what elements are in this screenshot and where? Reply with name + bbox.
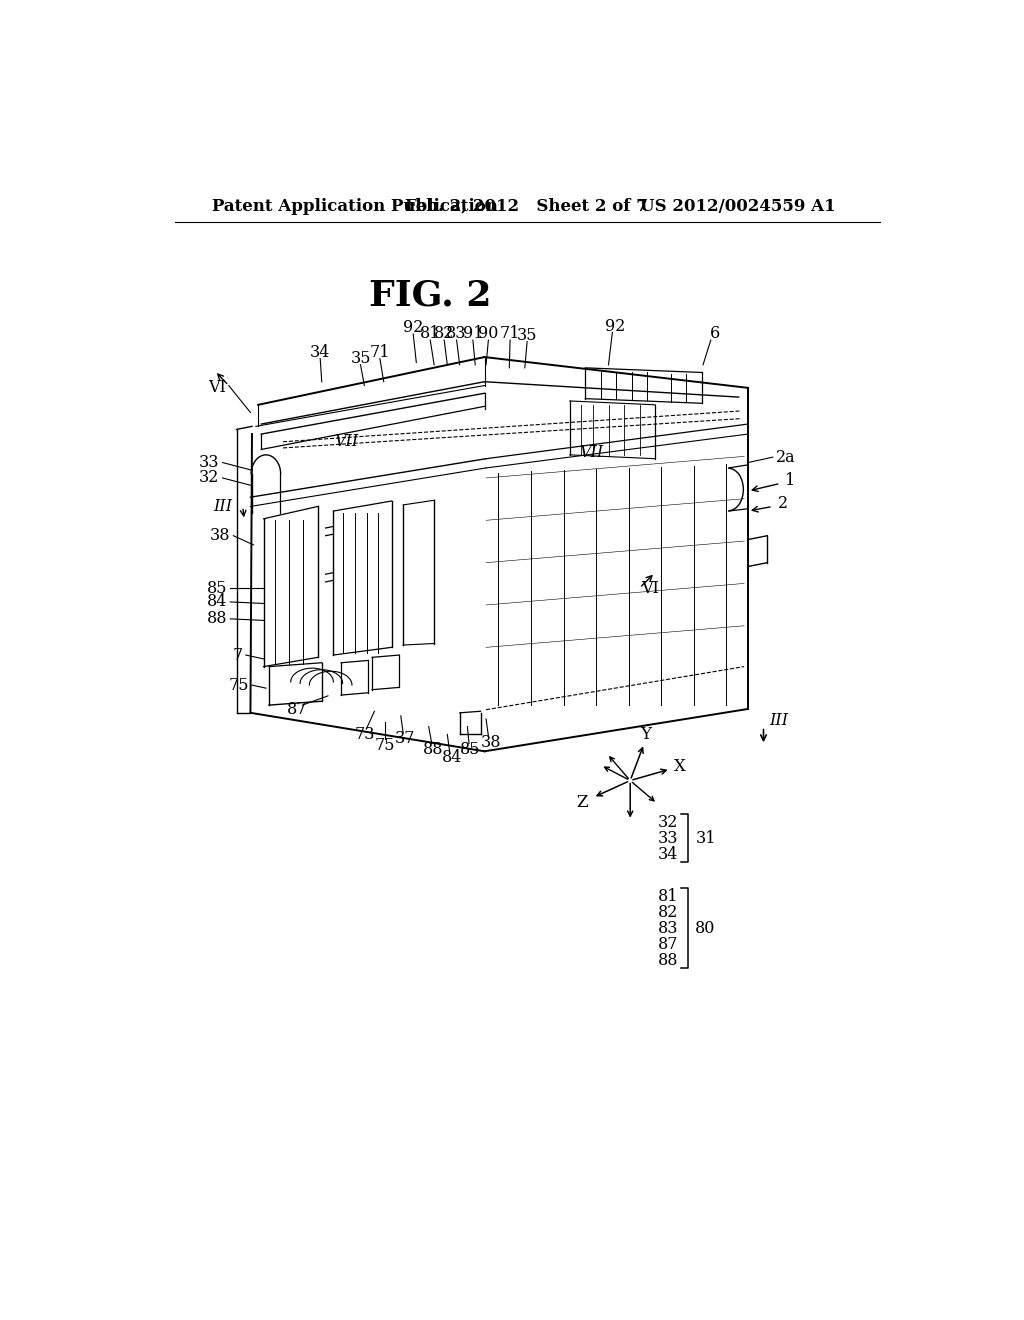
Text: 81: 81: [420, 326, 440, 342]
Text: 81: 81: [657, 887, 678, 904]
Text: 35: 35: [350, 350, 371, 367]
Text: 84: 84: [441, 748, 462, 766]
Text: 32: 32: [657, 813, 678, 830]
Text: 83: 83: [446, 326, 467, 342]
Text: 34: 34: [657, 846, 678, 863]
Text: VI: VI: [209, 379, 226, 396]
Text: 88: 88: [423, 742, 443, 758]
Text: 2a: 2a: [776, 449, 796, 466]
Text: 34: 34: [310, 345, 331, 360]
Text: 31: 31: [695, 830, 716, 847]
Text: 32: 32: [199, 470, 219, 487]
Text: 80: 80: [695, 920, 716, 937]
Text: Patent Application Publication: Patent Application Publication: [212, 198, 498, 215]
Text: X: X: [674, 758, 686, 775]
Text: 82: 82: [657, 904, 678, 921]
Text: 87: 87: [657, 936, 678, 953]
Text: 37: 37: [395, 730, 416, 747]
Text: 88: 88: [207, 610, 227, 627]
Text: US 2012/0024559 A1: US 2012/0024559 A1: [640, 198, 836, 215]
Text: Z: Z: [577, 793, 588, 810]
Text: 75: 75: [228, 677, 249, 693]
Text: 33: 33: [657, 830, 678, 847]
Text: VII: VII: [335, 433, 358, 450]
Text: 92: 92: [403, 319, 423, 337]
Text: 91: 91: [463, 326, 483, 342]
Text: 73: 73: [354, 726, 375, 743]
Text: 33: 33: [199, 454, 219, 471]
Text: 35: 35: [517, 327, 538, 345]
Text: 38: 38: [210, 527, 230, 544]
Text: 88: 88: [657, 952, 678, 969]
Text: 87: 87: [287, 701, 307, 718]
Text: III: III: [770, 711, 788, 729]
Text: 90: 90: [478, 326, 499, 342]
Text: VI: VI: [641, 579, 658, 597]
Text: 85: 85: [207, 579, 227, 597]
Text: 75: 75: [375, 737, 395, 754]
Text: 38: 38: [480, 734, 501, 751]
Text: 7: 7: [232, 647, 243, 664]
Text: 6: 6: [711, 326, 721, 342]
Text: 84: 84: [207, 594, 227, 610]
Text: VII: VII: [580, 444, 603, 461]
Text: 85: 85: [461, 742, 481, 758]
Text: 82: 82: [434, 326, 455, 342]
Text: Feb. 2, 2012   Sheet 2 of 7: Feb. 2, 2012 Sheet 2 of 7: [406, 198, 648, 215]
Text: 1: 1: [785, 471, 796, 488]
Text: 2: 2: [777, 495, 787, 512]
Text: III: III: [213, 498, 232, 515]
Text: 71: 71: [370, 345, 390, 360]
Text: Y: Y: [640, 726, 651, 743]
Text: FIG. 2: FIG. 2: [369, 279, 492, 313]
Text: 92: 92: [604, 318, 625, 335]
Text: 83: 83: [657, 920, 678, 937]
Text: 71: 71: [500, 326, 520, 342]
